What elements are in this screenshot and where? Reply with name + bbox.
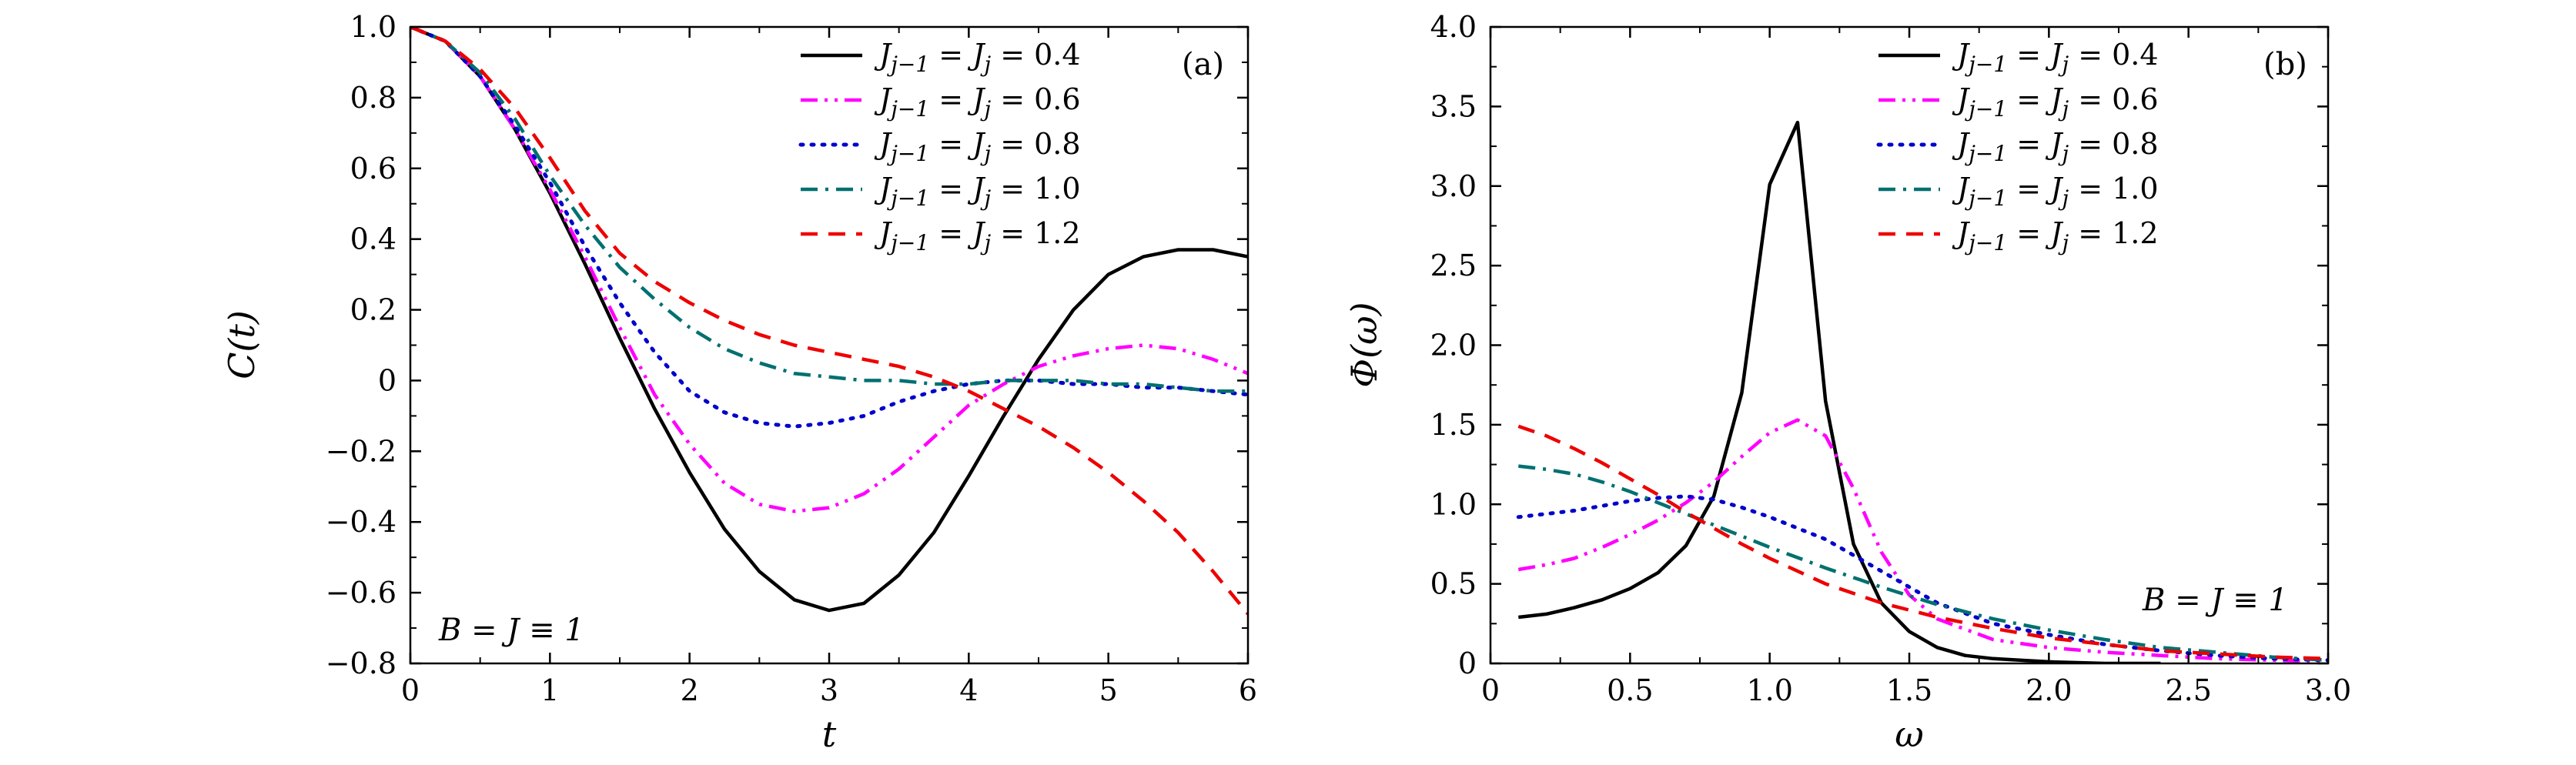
y-tick-label: 2.0 xyxy=(1430,329,1477,362)
legend-label: Jj−1 = Jj = 1.2 xyxy=(874,216,1081,256)
x-tick-label: 1 xyxy=(540,673,559,707)
x-tick-label: 4 xyxy=(959,673,978,707)
panel-tag: (b) xyxy=(2263,47,2307,82)
y-tick-label: 0.5 xyxy=(1430,567,1477,601)
x-axis-label: t xyxy=(822,713,837,755)
y-tick-label: 1.0 xyxy=(1430,487,1477,521)
series-line-2 xyxy=(410,27,1248,429)
x-tick-label: 0.5 xyxy=(1607,673,1653,707)
plot-frame xyxy=(1489,25,2330,665)
x-tick-label: 5 xyxy=(1099,673,1118,707)
x-tick-label: 1.0 xyxy=(1746,673,1792,707)
panel-b-chart: 0 0.5 1.0 1.5 2.0 2.5 3.0 0 0.5 1.0 1.5 2.0 2.5 3.0 3.… xyxy=(1343,10,2351,755)
x-tick-label: 3.0 xyxy=(2305,673,2351,707)
y-tick-label: −0.2 xyxy=(326,434,396,468)
series-line-0 xyxy=(410,27,1248,613)
x-tick-label: 2 xyxy=(681,673,699,707)
legend-label: Jj−1 = Jj = 0.8 xyxy=(1952,127,2159,166)
y-tick-label: 3.0 xyxy=(1430,169,1477,203)
x-tick-label: 3 xyxy=(820,673,838,707)
legend: Jj−1 = Jj = 0.4 Jj−1 = Jj = 0.6 Jj−1 = Jj … xyxy=(1876,38,2159,256)
y-tick-label: −0.4 xyxy=(326,505,396,539)
series-line-4 xyxy=(1517,424,2328,661)
x-tick-label: 6 xyxy=(1239,673,1257,707)
y-tick-label: 0.8 xyxy=(350,81,396,115)
legend-label: Jj−1 = Jj = 1.0 xyxy=(1952,172,2159,211)
series-line-0 xyxy=(1518,120,2161,663)
plot-frame xyxy=(409,25,1250,665)
annotation-label: B = J ≡ 1 xyxy=(438,613,584,648)
y-tick-label: 4.0 xyxy=(1430,10,1477,44)
series-line-2 xyxy=(1516,494,2328,663)
legend: Jj−1 = Jj = 0.4 Jj−1 = Jj = 0.6 Jj−1 = Jj … xyxy=(798,38,1081,256)
series-line-4 xyxy=(410,27,1248,616)
y-tick-label: −0.8 xyxy=(326,646,396,680)
x-axis-label: ω xyxy=(1895,713,1924,755)
y-tick-label: 1.0 xyxy=(350,10,396,44)
y-tick-label: 2.5 xyxy=(1430,249,1477,282)
legend-label: Jj−1 = Jj = 1.0 xyxy=(874,172,1081,211)
y-tick-label: −0.6 xyxy=(326,576,396,610)
y-axis-label: C(t) xyxy=(221,310,263,379)
y-tick-label: 1.5 xyxy=(1430,408,1477,442)
panel-a-chart: 0 1 2 3 4 5 6 −0.8 −0.6 −0.4 −0.2 0 0.2 0.4 0.6 0.8 1.0 t… xyxy=(221,10,1257,755)
y-tick-label: 3.5 xyxy=(1430,89,1477,123)
y-axis-label: Φ(ω) xyxy=(1343,302,1385,387)
y-tick-label: 0.4 xyxy=(350,222,396,256)
legend-label: Jj−1 = Jj = 0.4 xyxy=(1952,38,2159,77)
series-line-1 xyxy=(1517,418,2328,663)
y-tick-label: 0 xyxy=(378,363,396,397)
y-tick-label: 0.6 xyxy=(350,152,396,185)
series-line-3 xyxy=(1518,464,2328,663)
legend-label: Jj−1 = Jj = 0.4 xyxy=(874,38,1081,77)
x-tick-label: 0 xyxy=(401,673,420,707)
y-tick-label: 0 xyxy=(1458,646,1477,680)
legend-label: Jj−1 = Jj = 0.6 xyxy=(874,82,1081,122)
legend-label: Jj−1 = Jj = 0.8 xyxy=(874,127,1081,166)
x-tick-label: 0 xyxy=(1481,673,1500,707)
x-tick-label: 2.5 xyxy=(2165,673,2211,707)
x-tick-label: 2.0 xyxy=(2026,673,2072,707)
panel-tag: (a) xyxy=(1182,47,1224,82)
y-tick-label: 0.2 xyxy=(350,293,396,327)
x-tick-label: 1.5 xyxy=(1886,673,1932,707)
legend-label: Jj−1 = Jj = 0.6 xyxy=(1952,82,2159,122)
annotation-label: B = J ≡ 1 xyxy=(2142,583,2288,618)
legend-label: Jj−1 = Jj = 1.2 xyxy=(1952,216,2159,256)
series-line-3 xyxy=(410,27,1248,393)
series-line-1 xyxy=(410,27,1248,513)
